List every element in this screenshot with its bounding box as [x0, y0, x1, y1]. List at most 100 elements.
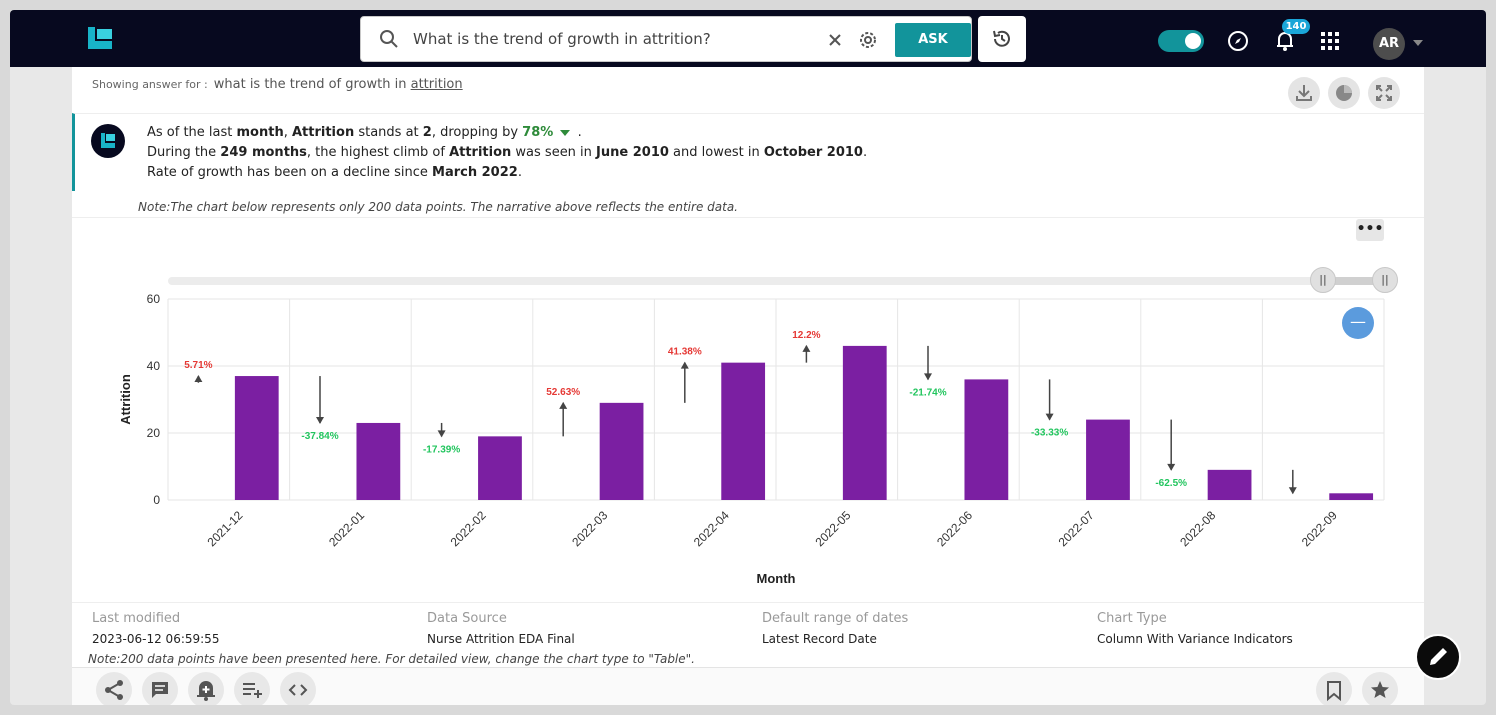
- y-tick-label: 20: [147, 426, 161, 440]
- star-icon: [1371, 681, 1389, 698]
- range-slider-left-handle[interactable]: ||: [1310, 267, 1336, 293]
- variance-label: -33.33%: [1031, 428, 1068, 439]
- narrative-text: As of the last month, Attrition stands a…: [147, 123, 867, 183]
- chart-type-label: Chart Type: [1097, 611, 1167, 626]
- variance-arrow-head: [1167, 463, 1176, 471]
- more-options-button[interactable]: •••: [1356, 219, 1384, 241]
- drop-percent: 78%: [522, 125, 554, 140]
- history-icon: [993, 30, 1010, 47]
- showing-answer-for: Showing answer for : what is the trend of…: [92, 77, 463, 92]
- caret-down-icon[interactable]: [1413, 40, 1423, 46]
- bot-avatar-icon: [91, 124, 125, 158]
- expand-button[interactable]: [1368, 77, 1400, 109]
- bookmark-icon: [1327, 681, 1341, 702]
- history-button[interactable]: [978, 16, 1026, 62]
- download-icon: [1296, 85, 1312, 101]
- attrition-link[interactable]: attrition: [410, 77, 463, 92]
- minus-icon: —: [1350, 312, 1366, 331]
- notification-badge: 140: [1282, 19, 1310, 34]
- chart-type-value: Column With Variance Indicators: [1097, 632, 1293, 646]
- data-source-value: Nurse Attrition EDA Final: [427, 632, 575, 646]
- variance-arrow-head: [194, 375, 203, 383]
- clear-icon[interactable]: [829, 34, 841, 46]
- data-source-label: Data Source: [427, 611, 507, 626]
- more-icon: •••: [1356, 221, 1384, 237]
- variance-arrow-head: [316, 416, 324, 424]
- x-tick-label: 2022-03: [569, 508, 610, 549]
- triangle-down-icon: [560, 129, 571, 136]
- x-tick-label: 2022-02: [448, 508, 489, 549]
- expand-icon: [1376, 85, 1392, 101]
- variance-label: 52.63%: [546, 387, 580, 398]
- compass-icon[interactable]: [1227, 30, 1249, 52]
- add-alert-button[interactable]: [188, 672, 224, 705]
- ask-button[interactable]: ASK: [895, 23, 971, 57]
- search-input[interactable]: What is the trend of growth in attrition…: [413, 30, 711, 48]
- data-source: Data Source Nurse Attrition EDA Final: [427, 611, 575, 646]
- alert-add-icon: [197, 681, 215, 701]
- edit-fab-button[interactable]: [1415, 634, 1461, 680]
- bar: [478, 436, 522, 500]
- search-bar: What is the trend of growth in attrition…: [360, 16, 972, 62]
- bookmark-button[interactable]: [1316, 672, 1352, 705]
- variance-arrow-head: [1045, 413, 1054, 421]
- comment-button[interactable]: [142, 672, 178, 705]
- bar: [1086, 419, 1130, 500]
- download-button[interactable]: [1288, 77, 1320, 109]
- last-modified: Last modified 2023-06-12 06:59:55: [92, 611, 219, 646]
- variance-arrow-head: [924, 373, 932, 381]
- x-tick-label: 2022-08: [1177, 508, 1218, 549]
- app-logo-icon[interactable]: [88, 27, 112, 49]
- toggle-knob: [1185, 33, 1201, 49]
- zoom-out-button[interactable]: —: [1342, 307, 1374, 339]
- x-tick-label: 2022-09: [1299, 508, 1340, 549]
- action-bar: [72, 667, 1424, 705]
- date-range-label: Default range of dates: [762, 611, 909, 626]
- showing-label: Showing answer for :: [92, 78, 208, 91]
- range-slider-right-handle[interactable]: ||: [1372, 267, 1398, 293]
- variance-arrow-head: [802, 344, 811, 352]
- add-to-playlist-button[interactable]: [234, 672, 270, 705]
- variance-label: 12.2%: [792, 330, 820, 341]
- bar: [234, 376, 279, 500]
- x-tick-label: 2022-01: [326, 508, 367, 549]
- y-tick-label: 40: [147, 359, 161, 373]
- top-navbar: What is the trend of growth in attrition…: [10, 10, 1486, 67]
- data-points-note: Note:The chart below represents only 200…: [138, 200, 738, 214]
- range-slider-selection: [1318, 277, 1382, 285]
- favorite-button[interactable]: [1362, 672, 1398, 705]
- date-range-value: Latest Record Date: [762, 632, 877, 646]
- bar: [1329, 493, 1374, 500]
- y-tick-label: 60: [147, 292, 161, 306]
- embed-code-button[interactable]: [280, 672, 316, 705]
- code-icon: [288, 684, 308, 696]
- variance-label: -37.84%: [301, 431, 338, 442]
- share-button[interactable]: [96, 672, 132, 705]
- search-icon: [380, 30, 398, 48]
- date-range: Default range of dates Latest Record Dat…: [762, 611, 908, 646]
- mode-toggle[interactable]: [1158, 30, 1204, 52]
- avatar[interactable]: AR: [1373, 28, 1405, 60]
- y-axis-label: Attrition: [118, 374, 133, 425]
- x-tick-label: 2021-12: [204, 508, 245, 549]
- narrative-line-2: During the 249 months, the highest climb…: [147, 145, 868, 160]
- settings-icon[interactable]: [857, 29, 879, 51]
- bar: [1207, 469, 1252, 500]
- x-tick-label: 2022-06: [934, 508, 975, 549]
- variance-label: 5.71%: [184, 360, 212, 371]
- comment-icon: [152, 682, 168, 698]
- chart-type: Chart Type Column With Variance Indicato…: [1097, 611, 1293, 646]
- variance-arrow-head: [680, 361, 689, 369]
- x-tick-label: 2022-04: [691, 508, 732, 549]
- table-view-note: Note:200 data points have been presented…: [88, 652, 695, 666]
- bar: [599, 402, 644, 500]
- bar: [721, 362, 766, 500]
- x-axis-label: Month: [757, 571, 796, 586]
- chart-type-button[interactable]: [1328, 77, 1360, 109]
- range-slider-track[interactable]: [168, 277, 1398, 285]
- narrative-line-1: As of the last month, Attrition stands a…: [147, 125, 582, 140]
- x-tick-label: 2022-07: [1056, 508, 1097, 549]
- variance-label: -21.74%: [909, 387, 946, 398]
- variance-arrow-head: [1288, 487, 1297, 495]
- apps-grid-icon[interactable]: [1321, 32, 1339, 50]
